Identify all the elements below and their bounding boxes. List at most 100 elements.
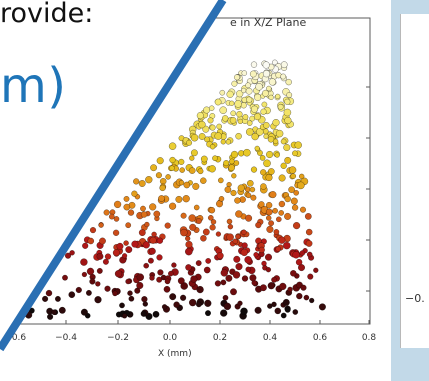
scatter-point — [227, 223, 234, 230]
scatter-point — [236, 111, 243, 118]
scatter-point — [87, 237, 95, 245]
scatter-point — [246, 120, 253, 126]
scatter-point — [234, 100, 242, 108]
scatter-point — [241, 229, 247, 236]
scatter-point — [313, 267, 319, 273]
scatter-point — [271, 276, 278, 283]
scatter-point — [214, 98, 222, 106]
scatter-point — [149, 275, 155, 281]
scatter-point — [303, 294, 310, 301]
scatter-point — [235, 263, 243, 271]
scatter-point — [266, 85, 272, 92]
scatter-point — [300, 284, 307, 291]
scatter-point — [290, 270, 297, 277]
scatter-point — [112, 229, 120, 237]
scatter-point — [208, 206, 216, 214]
scatter-point — [267, 303, 273, 309]
scatter-point — [269, 191, 277, 199]
scatter-point — [244, 256, 252, 264]
scatter-point — [232, 271, 241, 279]
scatter-point — [217, 177, 224, 184]
scatter-point — [214, 132, 223, 140]
scatter-point — [245, 266, 252, 273]
scatter-point — [192, 182, 200, 190]
scatter-point — [266, 225, 274, 234]
scatter-point — [226, 90, 234, 98]
scatter-point — [45, 289, 53, 297]
scatter-point — [173, 301, 180, 308]
scatter-point — [188, 167, 196, 174]
scatter-point — [277, 103, 284, 110]
scatter-point — [180, 228, 188, 237]
scatter-point — [140, 211, 148, 218]
scatter-point — [278, 236, 286, 244]
scatter-point — [298, 173, 305, 180]
scatter-point — [251, 132, 259, 141]
scatter-point — [179, 294, 187, 301]
scatter-point — [190, 133, 199, 142]
scatter-point — [224, 186, 232, 194]
scatter-point — [169, 293, 177, 301]
scatter-point — [250, 61, 258, 68]
scatter-point — [168, 142, 177, 150]
scatter-point — [89, 226, 97, 234]
scatter-point — [75, 286, 82, 294]
scatter-point — [216, 252, 224, 260]
scatter-point — [241, 70, 248, 76]
scatter-point — [104, 253, 112, 260]
x-tick-label-0: 0.6 — [11, 333, 27, 343]
scatter-point — [286, 92, 293, 98]
x-tick-label-3: 0.0 — [162, 333, 178, 343]
scatter-point — [273, 229, 280, 235]
scatter-point — [161, 304, 168, 310]
scatter-point — [234, 197, 241, 204]
scatter-point — [230, 288, 237, 296]
scatter-point — [144, 221, 150, 228]
scatter-point — [125, 246, 133, 254]
scatter-point — [272, 207, 279, 214]
scatter-point — [282, 298, 290, 306]
slide-heading-fragment: rovide: — [0, 0, 94, 29]
scatter-point — [123, 195, 130, 202]
scatter-point — [196, 285, 204, 294]
scatter-point — [138, 229, 146, 237]
scatter-point — [283, 108, 292, 117]
scatter-point — [291, 204, 299, 211]
scatter-point — [280, 73, 287, 80]
scatter-point — [245, 87, 253, 95]
scatter-point — [125, 278, 131, 285]
scatter-point — [136, 273, 145, 282]
scatter-point — [81, 271, 88, 278]
scatter-point — [220, 279, 227, 286]
scatter-point — [145, 176, 153, 184]
x-tick-label-7: 0.8 — [361, 333, 377, 343]
scatter-point — [165, 174, 171, 180]
scatter-point — [245, 82, 252, 89]
scatter-point — [236, 90, 244, 98]
scatter-point — [188, 298, 197, 307]
scatter-point — [183, 181, 191, 189]
scatter-point — [140, 205, 146, 212]
scatter-point — [243, 148, 251, 157]
scatter-point — [265, 267, 272, 273]
scatter-point — [280, 162, 287, 169]
scatter-point — [164, 222, 171, 229]
scatter-point — [292, 150, 298, 157]
scatter-point — [208, 105, 215, 111]
scatter-point — [114, 270, 123, 278]
scatter-point — [113, 200, 122, 209]
scatter-point — [260, 108, 267, 115]
scatter-point — [190, 275, 198, 283]
scatter-point — [155, 172, 162, 179]
scatter-point — [86, 267, 95, 276]
scatter-point — [112, 290, 118, 297]
scatter-point — [285, 78, 292, 86]
scatter-point — [237, 118, 243, 125]
plot-title: e in X/Z Plane — [230, 16, 307, 29]
scatter-point — [204, 310, 212, 317]
x-tick-label-6: 0.6 — [312, 333, 328, 343]
scatter-point — [264, 253, 273, 261]
scatter-point — [178, 179, 185, 186]
scatter-point — [242, 114, 249, 120]
x-tick-label-2: −0.2 — [107, 333, 129, 343]
